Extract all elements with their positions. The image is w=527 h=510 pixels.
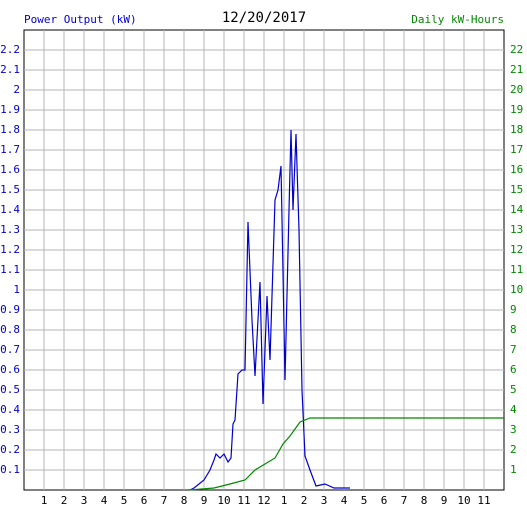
x-tick-label: 11 xyxy=(477,494,490,507)
y2-tick-label: 14 xyxy=(510,203,524,216)
x-tick-label: 4 xyxy=(101,494,108,507)
y-tick-label: 1.3 xyxy=(0,223,20,236)
y-tick-label: 1 xyxy=(13,283,20,296)
x-tick-label: 1 xyxy=(41,494,48,507)
chart-title: 12/20/2017 xyxy=(222,10,306,26)
y2-tick-label: 6 xyxy=(510,363,517,376)
y2-tick-label: 12 xyxy=(510,243,523,256)
x-tick-label: 7 xyxy=(161,494,168,507)
y-tick-label: 2.2 xyxy=(0,43,20,56)
y2-tick-label: 19 xyxy=(510,103,523,116)
x-tick-label: 1 xyxy=(281,494,288,507)
x-tick-label: 12 xyxy=(257,494,270,507)
x-tick-label: 5 xyxy=(361,494,368,507)
y2-tick-label: 15 xyxy=(510,183,523,196)
x-tick-label: 3 xyxy=(81,494,88,507)
y2-tick-label: 10 xyxy=(510,283,523,296)
y-tick-label: 1.4 xyxy=(0,203,20,216)
y2-tick-label: 16 xyxy=(510,163,523,176)
y-tick-label: 0.9 xyxy=(0,303,20,316)
y-tick-label: 0.7 xyxy=(0,343,20,356)
y-tick-label: 1.5 xyxy=(0,183,20,196)
x-tick-label: 2 xyxy=(301,494,308,507)
x-tick-label: 7 xyxy=(401,494,408,507)
y2-tick-label: 13 xyxy=(510,223,523,236)
y-tick-label: 0.4 xyxy=(0,403,20,416)
y-tick-label: 0.2 xyxy=(0,443,20,456)
x-tick-label: 10 xyxy=(217,494,230,507)
y2-tick-label: 11 xyxy=(510,263,523,276)
x-tick-label: 8 xyxy=(421,494,428,507)
y2-axis-title: Daily kW-Hours xyxy=(411,13,504,26)
y2-tick-label: 17 xyxy=(510,143,523,156)
y-axis-title: Power Output (kW) xyxy=(24,13,137,26)
x-tick-label: 9 xyxy=(201,494,208,507)
y2-tick-label: 2 xyxy=(510,443,517,456)
x-tick-label: 10 xyxy=(457,494,470,507)
x-tick-label: 6 xyxy=(381,494,388,507)
y-tick-label: 2.1 xyxy=(0,63,20,76)
y2-tick-label: 18 xyxy=(510,123,523,136)
y2-tick-label: 4 xyxy=(510,403,517,416)
x-tick-label: 11 xyxy=(237,494,250,507)
y2-tick-label: 3 xyxy=(510,423,517,436)
y2-tick-label: 7 xyxy=(510,343,517,356)
x-tick-label: 3 xyxy=(321,494,328,507)
y-tick-label: 2 xyxy=(13,83,20,96)
y2-tick-label: 8 xyxy=(510,323,517,336)
x-tick-label: 5 xyxy=(121,494,128,507)
data-line xyxy=(189,129,350,491)
y-tick-label: 1.6 xyxy=(0,163,20,176)
y2-tick-label: 20 xyxy=(510,83,523,96)
y2-tick-label: 9 xyxy=(510,303,517,316)
y-tick-label: 1.2 xyxy=(0,243,20,256)
x-tick-label: 8 xyxy=(181,494,188,507)
y2-tick-label: 5 xyxy=(510,383,517,396)
y-tick-label: 1.1 xyxy=(0,263,20,276)
y-tick-label: 0.5 xyxy=(0,383,20,396)
y-tick-label: 1.9 xyxy=(0,103,20,116)
y2-tick-label: 21 xyxy=(510,63,523,76)
x-tick-label: 6 xyxy=(141,494,148,507)
y-tick-label: 0.6 xyxy=(0,363,20,376)
y-tick-label: 0.1 xyxy=(0,463,20,476)
y-tick-label: 1.7 xyxy=(0,143,20,156)
y2-tick-label: 1 xyxy=(510,463,517,476)
y-tick-label: 0.8 xyxy=(0,323,20,336)
x-tick-label: 9 xyxy=(441,494,448,507)
y-tick-label: 0.3 xyxy=(0,423,20,436)
y-tick-label: 1.8 xyxy=(0,123,20,136)
data-line xyxy=(189,417,504,491)
y2-tick-label: 22 xyxy=(510,43,523,56)
x-tick-label: 2 xyxy=(61,494,68,507)
x-tick-label: 4 xyxy=(341,494,348,507)
